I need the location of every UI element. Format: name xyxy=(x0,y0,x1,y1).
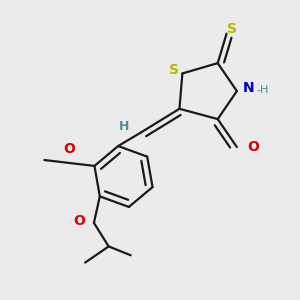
Text: O: O xyxy=(247,140,259,154)
Text: S: S xyxy=(227,22,237,36)
Text: H: H xyxy=(119,120,129,133)
Text: N: N xyxy=(243,81,254,95)
Text: O: O xyxy=(64,142,75,156)
Text: O: O xyxy=(73,214,85,228)
Text: -H: -H xyxy=(256,85,268,94)
Text: S: S xyxy=(169,64,178,77)
